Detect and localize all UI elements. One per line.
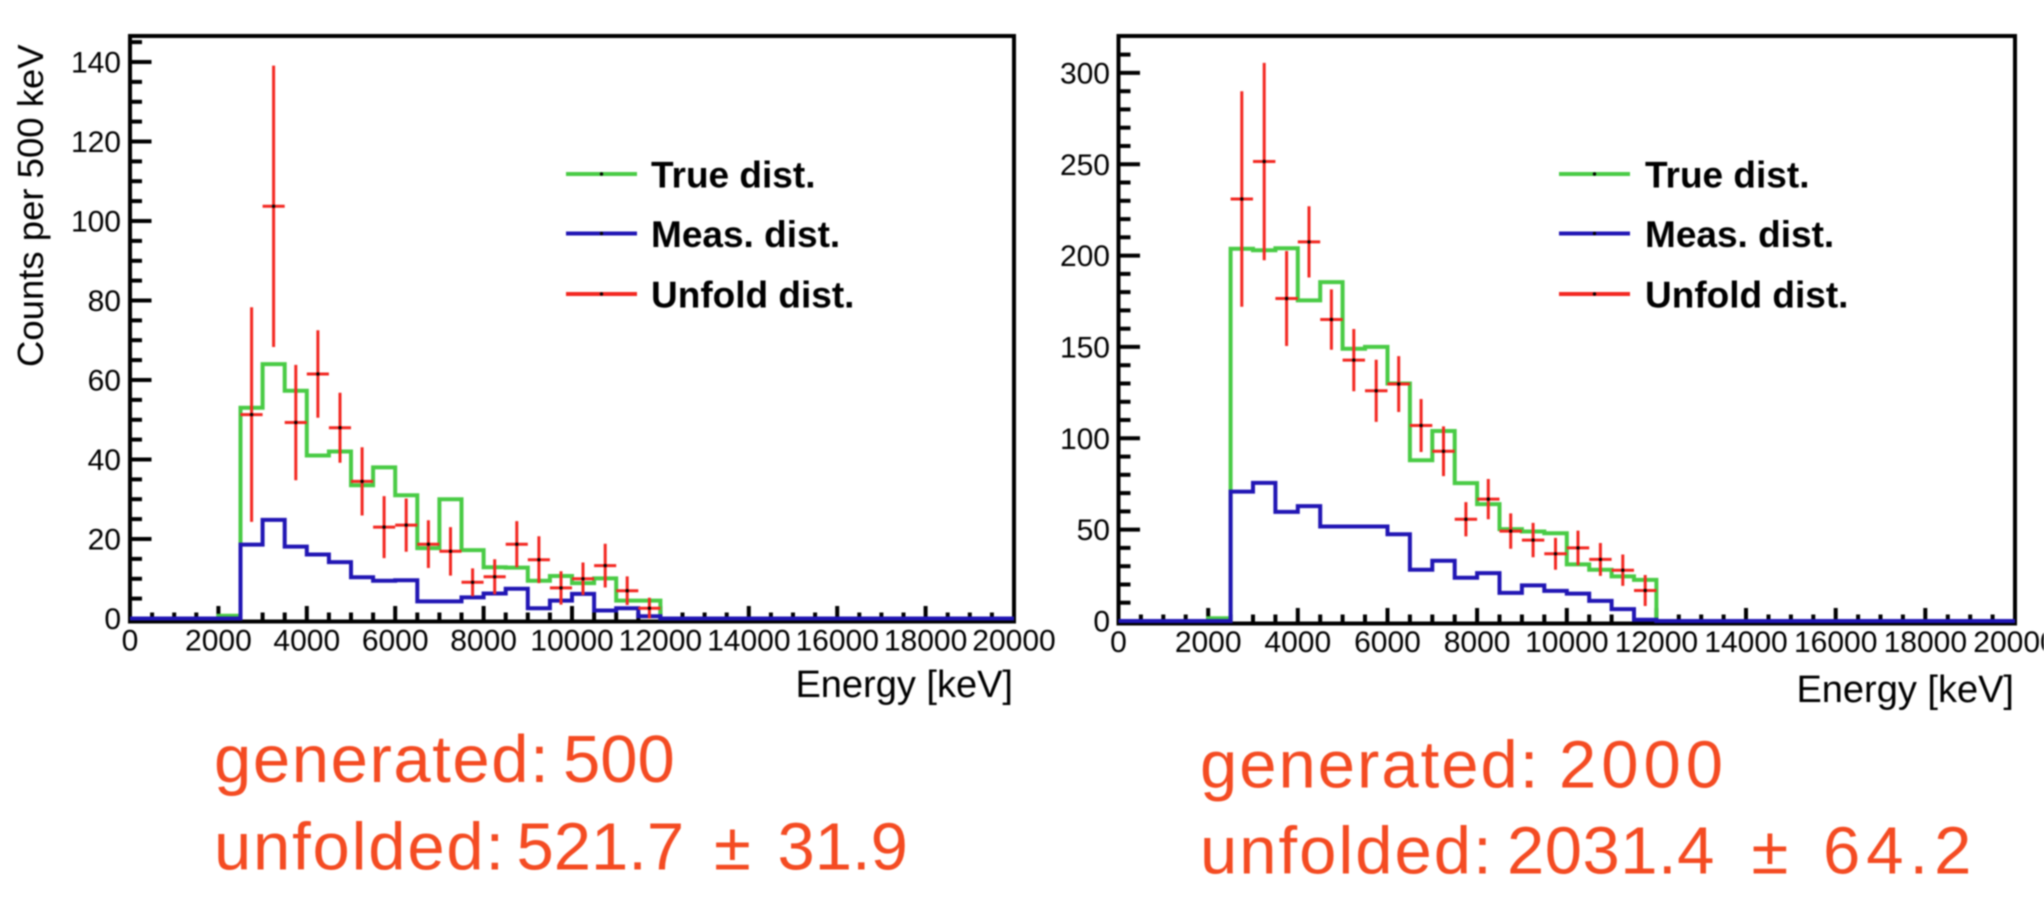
svg-text:±: ± [714, 810, 751, 885]
svg-text:64.2: 64.2 [1823, 814, 1977, 889]
svg-text:2000: 2000 [185, 625, 252, 658]
svg-text:4000: 4000 [273, 625, 340, 658]
svg-text:100: 100 [71, 206, 121, 239]
svg-text:60: 60 [88, 365, 121, 398]
svg-text:2031.4: 2031.4 [1507, 814, 1715, 889]
svg-text:10000: 10000 [1525, 626, 1608, 659]
svg-text:2000: 2000 [1559, 728, 1728, 803]
svg-text:6000: 6000 [362, 625, 429, 658]
svg-text:0: 0 [104, 603, 121, 636]
svg-text:8000: 8000 [1444, 626, 1511, 659]
svg-text:250: 250 [1060, 149, 1110, 182]
svg-text:Meas. dist.: Meas. dist. [1645, 214, 1834, 255]
svg-text:50: 50 [1077, 514, 1110, 547]
svg-text:0: 0 [1110, 626, 1127, 659]
svg-text:150: 150 [1060, 331, 1110, 364]
svg-text:14000: 14000 [707, 625, 790, 658]
svg-text:20000: 20000 [1973, 626, 2044, 659]
svg-text:80: 80 [88, 285, 121, 318]
svg-text:4000: 4000 [1264, 626, 1331, 659]
svg-text:16000: 16000 [1794, 626, 1877, 659]
svg-text:521.7: 521.7 [517, 810, 685, 885]
svg-text:8000: 8000 [450, 625, 517, 658]
svg-text:Unfold dist.: Unfold dist. [651, 275, 854, 316]
svg-text:Energy [keV]: Energy [keV] [795, 664, 1013, 706]
svg-text:2000: 2000 [1175, 626, 1242, 659]
svg-text:200: 200 [1060, 240, 1110, 273]
svg-text:generated:: generated: [214, 722, 550, 797]
svg-text:20000: 20000 [972, 625, 1055, 658]
svg-text:±: ± [1752, 814, 1789, 889]
svg-text:Unfold dist.: Unfold dist. [1645, 275, 1848, 316]
svg-text:Meas. dist.: Meas. dist. [651, 214, 840, 255]
svg-text:True dist.: True dist. [651, 155, 815, 196]
svg-text:unfolded:: unfolded: [1200, 814, 1494, 889]
svg-text:12000: 12000 [1615, 626, 1698, 659]
svg-text:14000: 14000 [1704, 626, 1787, 659]
svg-text:18000: 18000 [884, 625, 967, 658]
svg-text:31.9: 31.9 [778, 810, 908, 885]
svg-text:unfolded:: unfolded: [214, 810, 506, 885]
svg-text:6000: 6000 [1354, 626, 1421, 659]
svg-text:16000: 16000 [795, 625, 878, 658]
svg-text:True dist.: True dist. [1645, 155, 1809, 196]
svg-text:100: 100 [1060, 423, 1110, 456]
svg-text:300: 300 [1060, 57, 1110, 90]
svg-text:18000: 18000 [1884, 626, 1967, 659]
svg-text:40: 40 [88, 444, 121, 477]
svg-text:generated:: generated: [1200, 728, 1540, 803]
svg-text:Counts per 500 keV: Counts per 500 keV [10, 44, 51, 367]
svg-text:20: 20 [88, 524, 121, 557]
svg-text:500: 500 [563, 722, 675, 797]
svg-text:140: 140 [71, 47, 121, 80]
svg-text:120: 120 [71, 126, 121, 159]
svg-text:0: 0 [1093, 606, 1110, 639]
svg-text:0: 0 [122, 625, 139, 658]
svg-text:10000: 10000 [530, 625, 613, 658]
svg-text:Energy [keV]: Energy [keV] [1796, 669, 2014, 711]
svg-text:12000: 12000 [619, 625, 702, 658]
